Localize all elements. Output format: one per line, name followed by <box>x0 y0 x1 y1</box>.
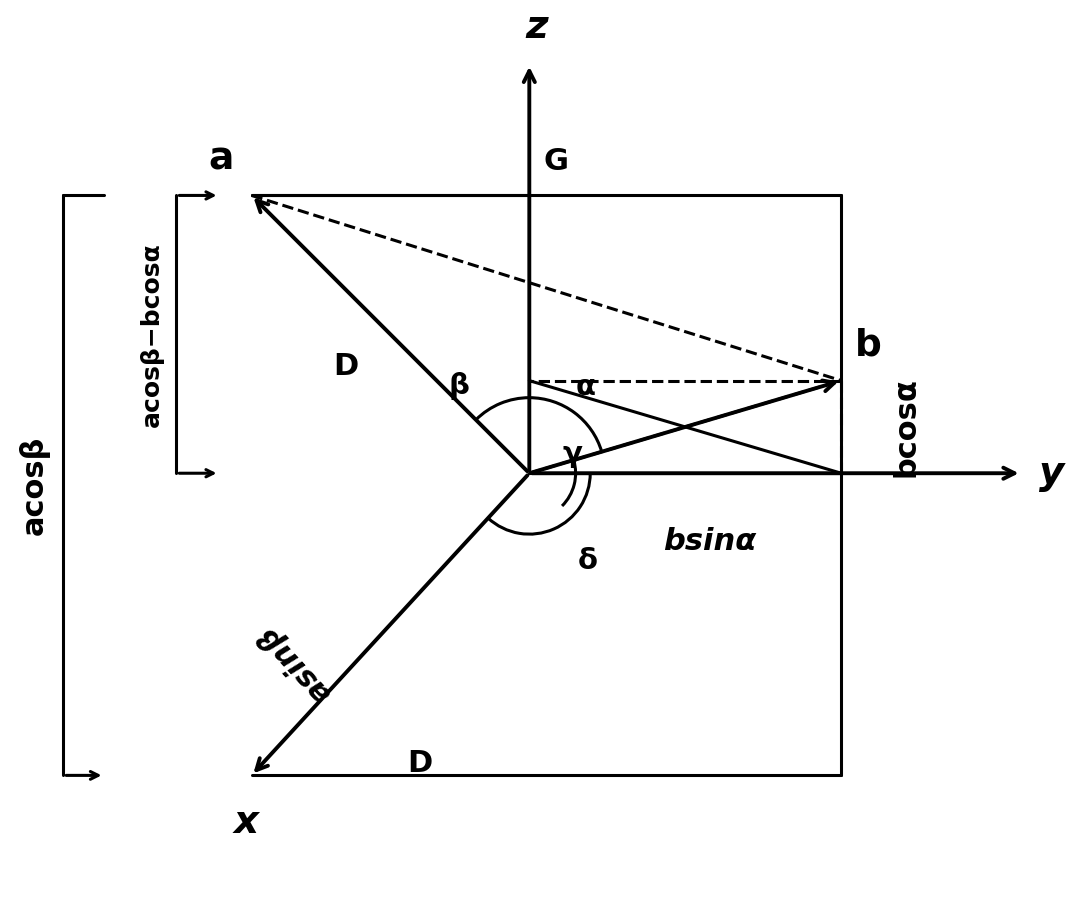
Text: x: x <box>234 803 259 841</box>
Text: δ: δ <box>578 547 598 575</box>
Text: bcosα: bcosα <box>892 377 921 477</box>
Text: acosβ−bcosα: acosβ−bcosα <box>140 242 164 427</box>
Text: β: β <box>448 372 470 400</box>
Text: z: z <box>526 8 549 46</box>
Text: bsinα: bsinα <box>663 526 756 556</box>
Text: α: α <box>576 374 596 401</box>
Text: b: b <box>855 327 881 363</box>
Text: D: D <box>334 352 359 381</box>
Text: γ: γ <box>563 440 582 468</box>
Text: asinβ: asinβ <box>253 619 337 707</box>
Text: D: D <box>407 749 433 778</box>
Text: a: a <box>208 142 234 178</box>
Text: y: y <box>1039 454 1065 492</box>
Text: acosβ: acosβ <box>18 436 50 536</box>
Text: G: G <box>543 147 568 176</box>
